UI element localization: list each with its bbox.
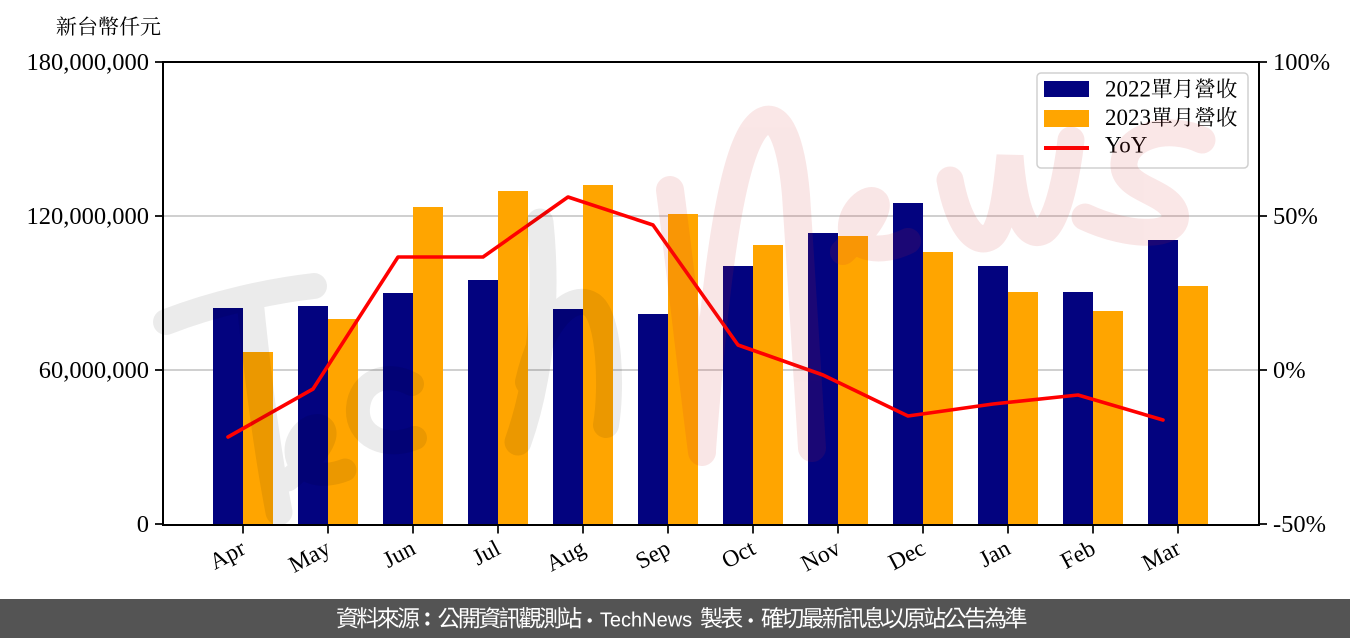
- svg-text:TechNews: TechNews: [600, 610, 692, 632]
- svg-text:2022: 2022: [1105, 77, 1151, 102]
- svg-text:100%: 100%: [1273, 49, 1330, 76]
- svg-text:0: 0: [137, 511, 149, 538]
- svg-text:180,000,000: 180,000,000: [27, 49, 150, 76]
- svg-text:60,000,000: 60,000,000: [39, 357, 149, 384]
- svg-text:120,000,000: 120,000,000: [27, 203, 150, 230]
- svg-text:-50%: -50%: [1273, 511, 1326, 538]
- svg-text:0%: 0%: [1273, 357, 1306, 384]
- svg-text:YoY: YoY: [1105, 133, 1148, 158]
- svg-text:50%: 50%: [1273, 203, 1318, 230]
- svg-text:2023: 2023: [1105, 105, 1151, 130]
